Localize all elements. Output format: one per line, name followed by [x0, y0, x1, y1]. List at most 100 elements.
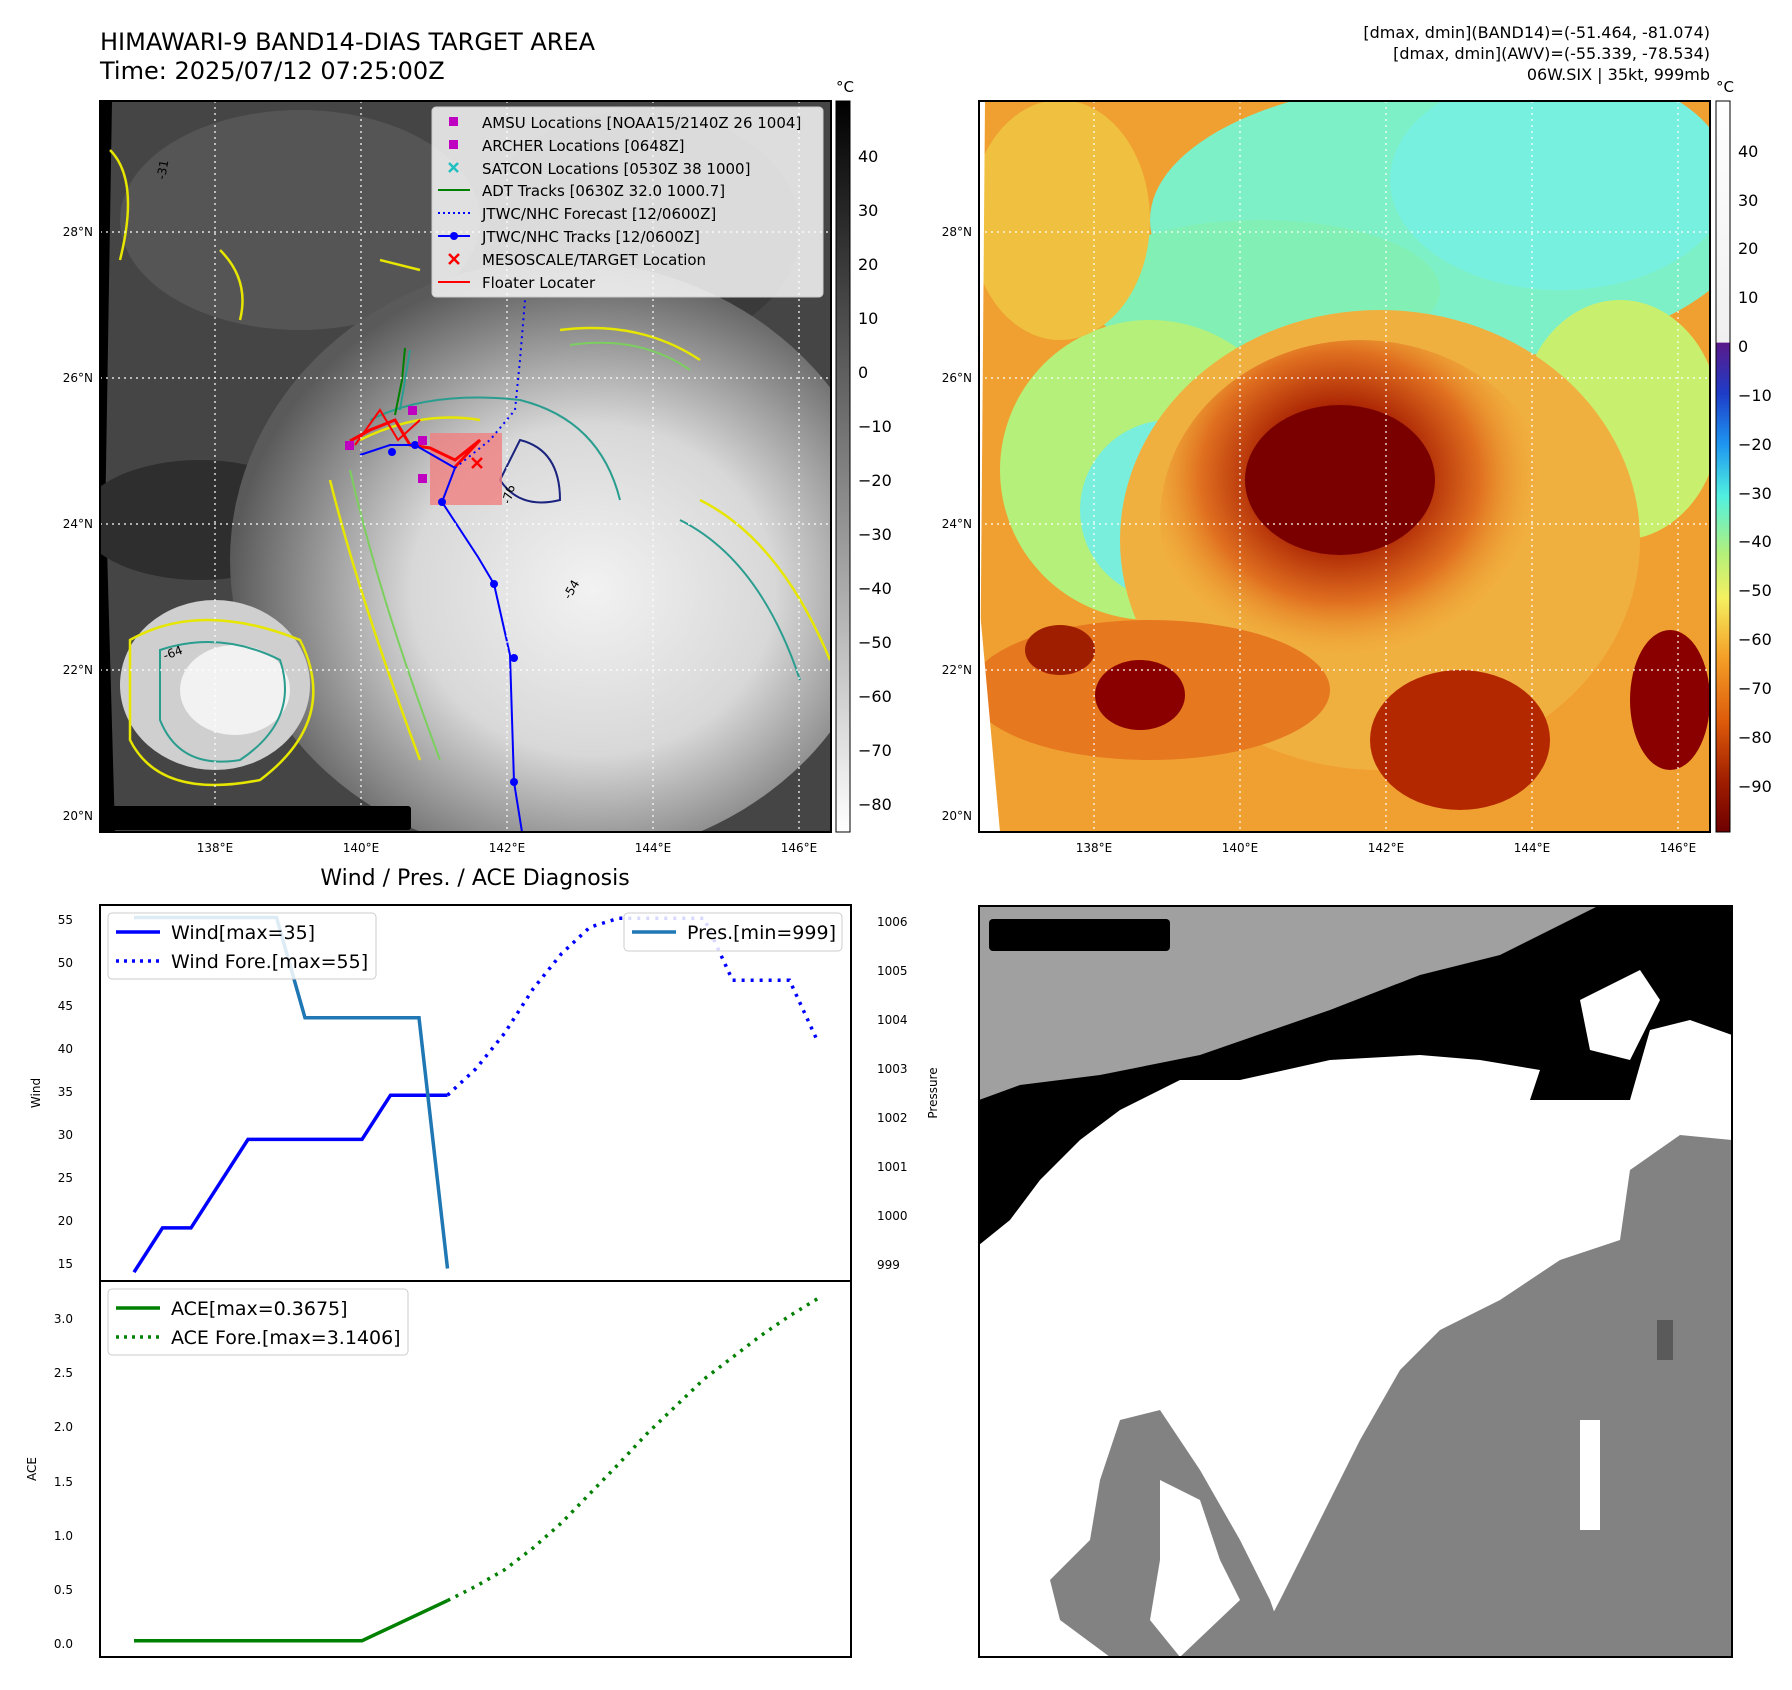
wind-tick: 20: [58, 1214, 73, 1228]
awv-gridlines: [979, 101, 1710, 832]
awv-cbar-tick: −60: [1738, 630, 1772, 649]
diagnosis-title: Wind / Pres. / ACE Diagnosis: [320, 866, 629, 891]
wind-tick: 25: [58, 1171, 73, 1185]
title-line2: Time: 2025/07/12 07:25:00Z: [99, 57, 445, 85]
lon-tick: 146°E: [1660, 841, 1697, 855]
legend-pres: Pres.[min=999]: [687, 922, 836, 944]
title-line1: HIMAWARI-9 BAND14-DIAS TARGET AREA: [100, 28, 596, 56]
wind-tick: 50: [58, 956, 73, 970]
ir-cbar-tick: −20: [858, 471, 892, 490]
ir-cbar-tick: −40: [858, 579, 892, 598]
awv-cbar-tick: −80: [1738, 728, 1772, 747]
ace-plot: 3.0 2.5 2.0 1.5 1.0 0.5 0.0 ACE ACE[max=…: [25, 1280, 852, 1658]
lon-tick: 140°E: [1222, 841, 1259, 855]
lat-tick: 28°N: [63, 225, 93, 239]
legend-wind: Wind[max=35]: [171, 922, 315, 944]
awv-cbar-tick: 0: [1738, 337, 1748, 356]
ir-lat-labels: 28°N 26°N 24°N 22°N 20°N: [63, 225, 93, 823]
info-line2: [dmax, dmin](AWV)=(-55.339, -78.534): [1393, 44, 1710, 63]
floater-box: [430, 433, 502, 505]
ir-cbar-tick: −60: [858, 687, 892, 706]
ir-cbar-tick: −80: [858, 795, 892, 814]
contour-label: -31: [154, 159, 171, 181]
wmg-panel: WMG Count: 0: [978, 905, 1733, 1658]
lon-tick: 140°E: [343, 841, 380, 855]
contour-label: -64: [161, 643, 184, 663]
pres-legend: Pres.[min=999]: [623, 912, 843, 952]
ace-series: [134, 1296, 819, 1643]
awv-cbar-tick: −50: [1738, 581, 1772, 600]
awv-cbar-tick: −70: [1738, 679, 1772, 698]
wmg-count-label: WMG Count: 0: [997, 923, 1158, 947]
legend-satcon: SATCON Locations [0530Z 38 1000]: [482, 160, 750, 178]
awv-panel: °C 40 30 20 10 0 −10 −20 −30 −40 −50 −60…: [942, 78, 1772, 855]
info-line1: [dmax, dmin](BAND14)=(-51.464, -81.074): [1363, 23, 1710, 42]
lat-tick: 20°N: [942, 809, 972, 823]
ir-panel: -31 -54 -64 -76 AMSU Locations [NOAA15/2…: [63, 78, 892, 855]
lat-tick: 24°N: [942, 517, 972, 531]
awv-cbar-tick: 40: [1738, 142, 1758, 161]
pres-tick: 1004: [877, 1013, 908, 1027]
ir-cbar-tick: −70: [858, 741, 892, 760]
legend-adt: ADT Tracks [0630Z 32.0 1000.7]: [482, 182, 725, 200]
pres-tick: 1003: [877, 1062, 908, 1076]
pres-tick: 1005: [877, 964, 908, 978]
ir-cbar-tick: −30: [858, 525, 892, 544]
ace-tick: 0.0: [54, 1637, 73, 1651]
ir-colorbar-ticks: 40 30 20 10 0 −10 −20 −30 −40 −50 −60 −7…: [858, 147, 892, 814]
wind-series: [132, 916, 820, 1274]
ir-legend: AMSU Locations [NOAA15/2140Z 26 1004] AR…: [431, 106, 824, 298]
copyright: Copyright © 2020-2025 Dapiya: [104, 809, 383, 828]
lon-tick: 144°E: [635, 841, 672, 855]
pres-axis-label: Pressure: [926, 1067, 940, 1118]
ir-cbar-tick: 20: [858, 255, 878, 274]
wind-tick: 15: [58, 1257, 73, 1271]
pres-tick: 999: [877, 1258, 900, 1272]
lat-tick: 24°N: [63, 517, 93, 531]
ir-cbar-tick: 30: [858, 201, 878, 220]
awv-cbar-tick: 10: [1738, 288, 1758, 307]
lat-tick: 22°N: [942, 663, 972, 677]
wind-tick: 55: [58, 913, 73, 927]
lat-tick: 26°N: [942, 371, 972, 385]
lon-tick: 142°E: [489, 841, 526, 855]
pres-tick: 1006: [877, 915, 908, 929]
lon-tick: 144°E: [1514, 841, 1551, 855]
lat-tick: 26°N: [63, 371, 93, 385]
lon-tick: 138°E: [197, 841, 234, 855]
pres-tick: 1001: [877, 1160, 908, 1174]
legend-ace-fore: ACE Fore.[max=3.1406]: [171, 1327, 401, 1349]
ace-line: [134, 1599, 449, 1643]
legend-amsu: AMSU Locations [NOAA15/2140Z 26 1004]: [482, 114, 801, 132]
awv-colorbar: [1715, 100, 1731, 833]
wind-legend: Wind[max=35] Wind Fore.[max=55]: [107, 912, 377, 980]
ace-tick: 0.5: [54, 1583, 73, 1597]
ir-colorbar-unit: °C: [836, 78, 854, 96]
ace-legend: ACE[max=0.3675] ACE Fore.[max=3.1406]: [107, 1288, 409, 1356]
ace-tick: 3.0: [54, 1312, 73, 1326]
wind-tick: 40: [58, 1042, 73, 1056]
awv-colorbar-unit: °C: [1716, 78, 1734, 96]
ir-lon-labels: 138°E 140°E 142°E 144°E 146°E: [197, 841, 818, 855]
wind-tick: 30: [58, 1128, 73, 1142]
awv-cbar-tick: −20: [1738, 435, 1772, 454]
legend-ace: ACE[max=0.3675]: [171, 1298, 348, 1320]
legend-archer: ARCHER Locations [0648Z]: [482, 137, 685, 155]
awv-cbar-tick: −90: [1738, 777, 1772, 796]
awv-cbar-tick: −30: [1738, 484, 1772, 503]
awv-lon-labels: 138°E 140°E 142°E 144°E 146°E: [1076, 841, 1697, 855]
ir-cbar-tick: 0: [858, 363, 868, 382]
legend-target: MESOSCALE/TARGET Location: [482, 251, 706, 269]
awv-lat-labels: 28°N 26°N 24°N 22°N 20°N: [942, 225, 972, 823]
ace-tick: 2.5: [54, 1366, 73, 1380]
legend-wind-fore: Wind Fore.[max=55]: [171, 951, 368, 973]
lat-tick: 20°N: [63, 809, 93, 823]
ace-yticks: 3.0 2.5 2.0 1.5 1.0 0.5 0.0: [54, 1312, 73, 1651]
lon-tick: 138°E: [1076, 841, 1113, 855]
ace-axis-label: ACE: [25, 1457, 39, 1481]
awv-cbar-tick: −10: [1738, 386, 1772, 405]
contour-label: -76: [499, 483, 518, 506]
awv-cbar-tick: −40: [1738, 532, 1772, 551]
awv-colorbar-ticks: 40 30 20 10 0 −10 −20 −30 −40 −50 −60 −7…: [1738, 142, 1772, 796]
awv-cbar-tick: 30: [1738, 191, 1758, 210]
